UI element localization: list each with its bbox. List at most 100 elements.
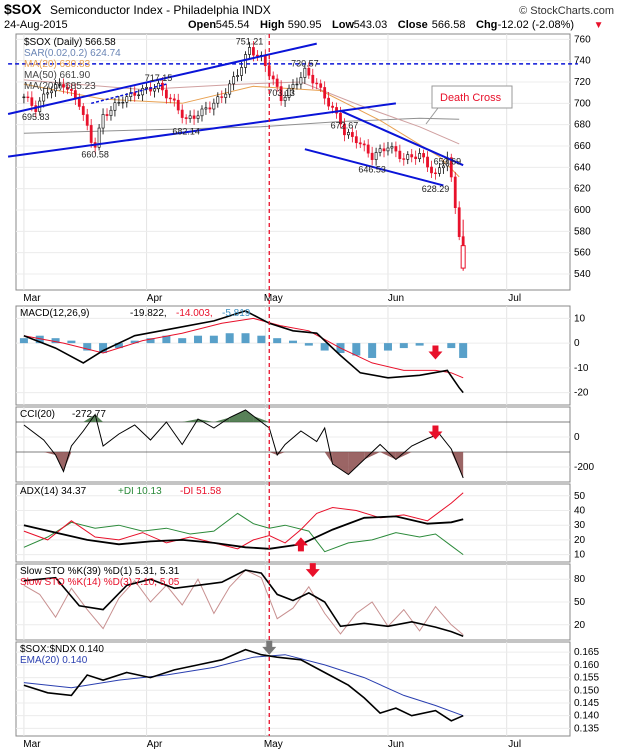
candle-body xyxy=(66,86,69,90)
macd-histogram-bar xyxy=(304,343,313,346)
candle-body xyxy=(295,83,299,86)
candle-body xyxy=(453,176,457,208)
plus-di-value: +DI 10.13 xyxy=(118,486,162,497)
macd-label: MACD(12,26,9) xyxy=(20,308,89,319)
candle-body xyxy=(350,132,354,137)
macd-histogram-bar xyxy=(225,333,234,344)
candle-body xyxy=(42,93,46,102)
candle-body xyxy=(26,96,30,99)
macd-histogram-bar xyxy=(146,338,155,344)
y-tick-label: 540 xyxy=(574,269,591,280)
candle-body xyxy=(161,82,164,91)
candle-body xyxy=(370,152,374,160)
ratio-line xyxy=(23,648,464,722)
y-tick-label: 20 xyxy=(574,620,586,631)
candle-body xyxy=(54,84,57,92)
cci-fill xyxy=(380,452,396,460)
candle-body xyxy=(263,55,267,67)
last-candle-body xyxy=(460,245,466,269)
candle-body xyxy=(97,127,101,148)
macd-histogram-bar xyxy=(51,338,60,344)
candle-body xyxy=(343,123,346,136)
candle-body xyxy=(137,94,141,96)
panel-frame xyxy=(15,641,571,737)
y-tick-label: 760 xyxy=(574,34,591,45)
candle-body xyxy=(133,92,137,96)
price-month-label: May xyxy=(264,293,283,304)
panel-frame xyxy=(15,406,571,483)
candle-body xyxy=(426,156,429,168)
y-tick-label: 0.155 xyxy=(574,673,599,684)
y-tick-label: 660 xyxy=(574,141,591,152)
macd-line xyxy=(23,310,464,394)
candle-body xyxy=(362,143,366,146)
quote-label: Low xyxy=(332,19,354,31)
cci-fill xyxy=(253,416,270,422)
candle-body xyxy=(311,74,315,84)
candle-body xyxy=(212,102,216,110)
candle-body xyxy=(402,158,406,160)
candle-body xyxy=(172,98,176,101)
macd-hist-value: -5.819 xyxy=(222,308,251,319)
macd-histogram-bar xyxy=(162,335,171,344)
y-tick-label: 620 xyxy=(574,184,591,195)
price-annotation: 717.15 xyxy=(145,73,173,83)
price-annotation: 672.67 xyxy=(331,120,359,130)
candle-body xyxy=(331,105,334,108)
quote-value: 545.54 xyxy=(216,19,250,31)
price-annotation: 730.57 xyxy=(291,59,319,69)
candle-body xyxy=(422,153,425,158)
candle-body xyxy=(279,86,283,102)
y-tick-label: -20 xyxy=(574,388,589,399)
ma20-line xyxy=(23,83,460,178)
candle-body xyxy=(101,114,105,129)
cci-fill xyxy=(229,410,246,422)
trendline xyxy=(340,109,464,167)
ratio-ema-line xyxy=(23,654,464,717)
ma200-line xyxy=(23,117,460,134)
candle-body xyxy=(141,88,145,96)
cci-value: -272.77 xyxy=(72,409,106,420)
quote-label: Close xyxy=(398,19,428,31)
cci-down-arrow-icon xyxy=(428,425,443,440)
cci-fill xyxy=(364,452,381,460)
candle-body xyxy=(386,147,390,152)
macd-histogram-bar xyxy=(35,335,44,344)
macd-histogram-bar xyxy=(399,343,408,349)
macd-histogram-bar xyxy=(273,338,282,344)
candle-body xyxy=(374,152,378,160)
candle-body xyxy=(89,125,93,143)
macd-histogram-bar xyxy=(241,333,250,344)
macd-histogram-bar xyxy=(99,343,108,354)
quote-value: -12.02 (-2.08%) xyxy=(498,19,574,31)
macd-histogram-bar xyxy=(178,338,187,344)
y-tick-label: 0.135 xyxy=(574,723,599,734)
candle-body xyxy=(232,76,236,85)
price-month-label: Jun xyxy=(388,293,404,304)
candle-body xyxy=(283,97,287,102)
candle-body xyxy=(184,117,188,119)
candle-body xyxy=(327,97,331,107)
cci-fill xyxy=(83,414,96,422)
price-annotation: 628.29 xyxy=(422,184,450,194)
y-tick-label: 30 xyxy=(574,520,586,531)
trendline xyxy=(91,83,167,105)
candle-body xyxy=(449,157,453,178)
price-legend-entry: MA(200) 685.23 xyxy=(24,81,96,92)
candle-body xyxy=(434,172,437,174)
cci-line xyxy=(23,409,464,479)
candle-body xyxy=(153,88,156,92)
adx-label: ADX(14) 34.37 xyxy=(20,486,87,497)
adx-up-arrow-icon xyxy=(293,537,308,552)
candle-body xyxy=(307,67,311,76)
candle-body xyxy=(378,148,382,153)
quote-label: Open xyxy=(188,19,216,31)
candle-body xyxy=(117,102,121,104)
macd-histogram-bar xyxy=(83,343,92,351)
macd-signal-line xyxy=(23,317,464,379)
death-cross-callout-box xyxy=(431,85,513,109)
price-annotation: 653.69 xyxy=(434,157,462,167)
macd-histogram-bar xyxy=(194,335,203,344)
candle-body xyxy=(228,83,232,95)
